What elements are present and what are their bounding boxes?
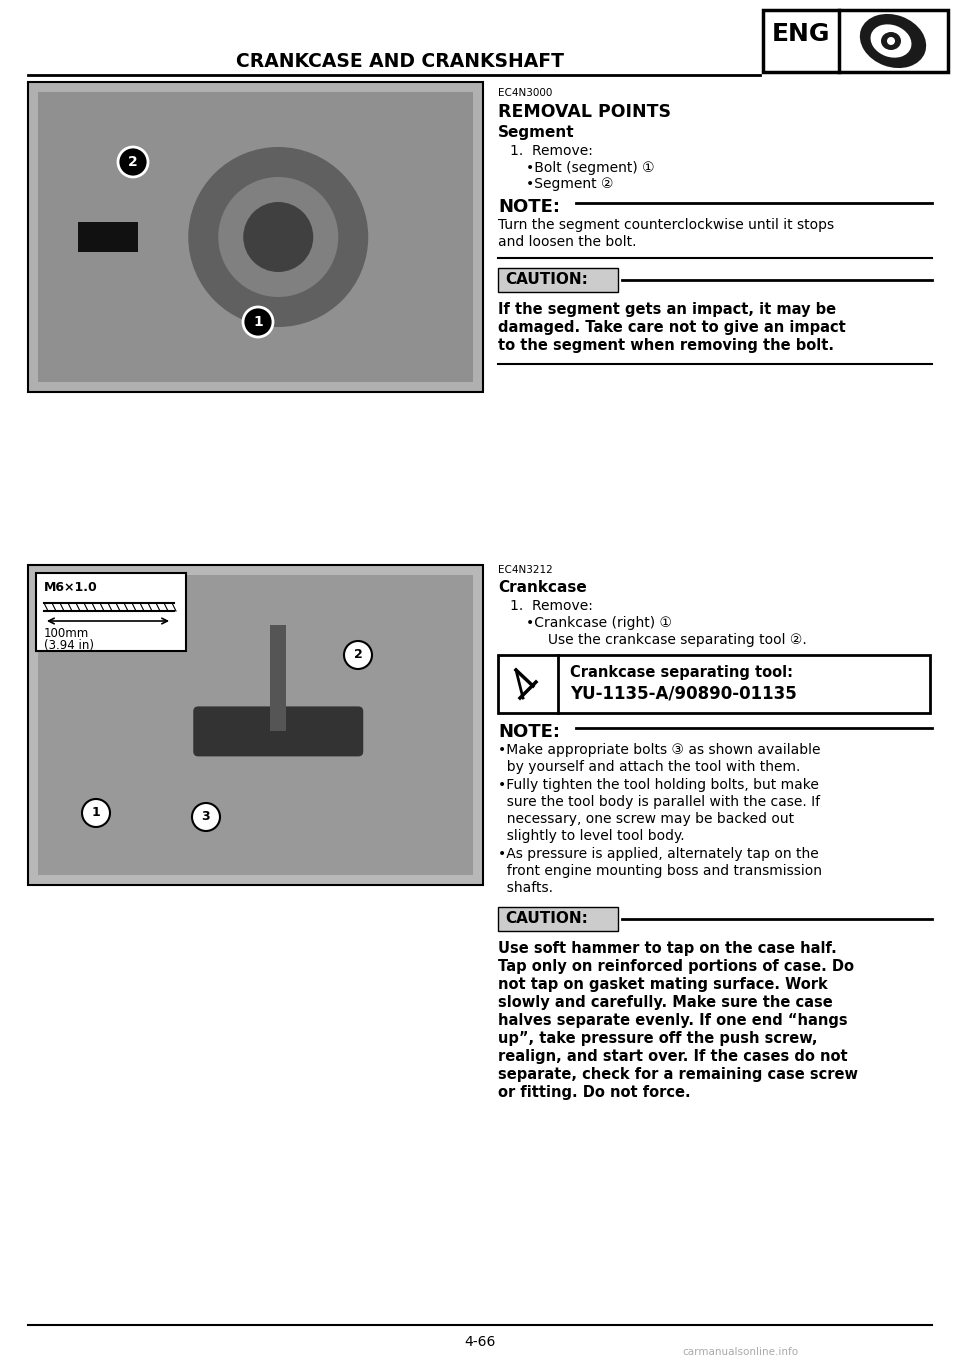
Text: damaged. Take care not to give an impact: damaged. Take care not to give an impact bbox=[498, 320, 846, 335]
Bar bbox=[36, 573, 186, 650]
Text: Segment: Segment bbox=[498, 125, 575, 140]
Text: •Bolt (segment) ①: •Bolt (segment) ① bbox=[526, 162, 655, 175]
Text: slightly to level tool body.: slightly to level tool body. bbox=[498, 828, 684, 843]
Bar bbox=[28, 81, 483, 392]
Text: 1.  Remove:: 1. Remove: bbox=[510, 144, 593, 158]
Bar bbox=[28, 565, 483, 885]
Text: 2: 2 bbox=[353, 649, 362, 661]
Text: EC4N3000: EC4N3000 bbox=[498, 88, 552, 98]
Text: Turn the segment counterclockwise until it stops: Turn the segment counterclockwise until … bbox=[498, 219, 834, 232]
Text: 2: 2 bbox=[128, 155, 138, 168]
Bar bbox=[271, 625, 286, 732]
Ellipse shape bbox=[218, 177, 338, 297]
Ellipse shape bbox=[188, 147, 369, 327]
Text: Tap only on reinforced portions of case. Do: Tap only on reinforced portions of case.… bbox=[498, 959, 854, 974]
Text: halves separate evenly. If one end “hangs: halves separate evenly. If one end “hang… bbox=[498, 1013, 848, 1028]
Ellipse shape bbox=[871, 24, 911, 57]
Text: not tap on gasket mating surface. Work: not tap on gasket mating surface. Work bbox=[498, 976, 828, 991]
Circle shape bbox=[243, 307, 273, 337]
Text: NOTE:: NOTE: bbox=[498, 722, 560, 741]
Text: up”, take pressure off the push screw,: up”, take pressure off the push screw, bbox=[498, 1031, 818, 1046]
Bar bbox=[498, 655, 930, 713]
Ellipse shape bbox=[887, 37, 895, 45]
Text: Crankcase: Crankcase bbox=[498, 580, 587, 595]
Text: 100mm: 100mm bbox=[44, 627, 89, 640]
Bar bbox=[78, 221, 138, 251]
Bar bbox=[38, 92, 473, 382]
Text: ENG: ENG bbox=[772, 22, 830, 46]
Text: CAUTION:: CAUTION: bbox=[505, 911, 588, 926]
Ellipse shape bbox=[243, 202, 313, 272]
Text: sure the tool body is parallel with the case. If: sure the tool body is parallel with the … bbox=[498, 794, 820, 809]
Text: shafts.: shafts. bbox=[498, 881, 553, 895]
Text: •Segment ②: •Segment ② bbox=[526, 177, 613, 191]
Bar bbox=[763, 10, 948, 72]
Text: REMOVAL POINTS: REMOVAL POINTS bbox=[498, 103, 671, 121]
Text: 4-66: 4-66 bbox=[465, 1335, 495, 1348]
Circle shape bbox=[82, 799, 110, 827]
Text: CAUTION:: CAUTION: bbox=[505, 272, 588, 287]
Text: by yourself and attach the tool with them.: by yourself and attach the tool with the… bbox=[498, 760, 801, 774]
Text: NOTE:: NOTE: bbox=[498, 198, 560, 216]
Text: 1.  Remove:: 1. Remove: bbox=[510, 599, 593, 612]
FancyBboxPatch shape bbox=[193, 706, 363, 756]
Text: YU-1135-A/90890-01135: YU-1135-A/90890-01135 bbox=[570, 684, 797, 703]
Text: CRANKCASE AND CRANKSHAFT: CRANKCASE AND CRANKSHAFT bbox=[236, 52, 564, 71]
Text: 1: 1 bbox=[91, 807, 101, 819]
Text: 1: 1 bbox=[253, 315, 263, 329]
Text: slowly and carefully. Make sure the case: slowly and carefully. Make sure the case bbox=[498, 995, 832, 1010]
Text: •As pressure is applied, alternately tap on the: •As pressure is applied, alternately tap… bbox=[498, 847, 819, 861]
Ellipse shape bbox=[860, 14, 926, 68]
Bar bbox=[498, 268, 618, 292]
Bar bbox=[38, 574, 473, 875]
Text: (3.94 in): (3.94 in) bbox=[44, 640, 94, 652]
Circle shape bbox=[344, 641, 372, 669]
Text: 3: 3 bbox=[202, 811, 210, 823]
Text: realign, and start over. If the cases do not: realign, and start over. If the cases do… bbox=[498, 1048, 848, 1065]
Text: separate, check for a remaining case screw: separate, check for a remaining case scr… bbox=[498, 1067, 858, 1082]
Text: or fitting. Do not force.: or fitting. Do not force. bbox=[498, 1085, 690, 1100]
Circle shape bbox=[192, 803, 220, 831]
Circle shape bbox=[118, 147, 148, 177]
Ellipse shape bbox=[881, 33, 901, 50]
Text: Crankcase separating tool:: Crankcase separating tool: bbox=[570, 665, 793, 680]
Text: If the segment gets an impact, it may be: If the segment gets an impact, it may be bbox=[498, 301, 836, 316]
Text: •Make appropriate bolts ③ as shown available: •Make appropriate bolts ③ as shown avail… bbox=[498, 743, 821, 756]
Text: EC4N3212: EC4N3212 bbox=[498, 565, 553, 574]
Text: carmanualsonline.info: carmanualsonline.info bbox=[682, 1347, 798, 1357]
Text: to the segment when removing the bolt.: to the segment when removing the bolt. bbox=[498, 338, 834, 353]
Text: front engine mounting boss and transmission: front engine mounting boss and transmiss… bbox=[498, 864, 822, 879]
Text: and loosen the bolt.: and loosen the bolt. bbox=[498, 235, 636, 249]
Text: M6×1.0: M6×1.0 bbox=[44, 581, 98, 593]
Text: •Crankcase (right) ①: •Crankcase (right) ① bbox=[526, 617, 672, 630]
Bar bbox=[498, 907, 618, 932]
Text: necessary, one screw may be backed out: necessary, one screw may be backed out bbox=[498, 812, 794, 826]
Text: Use the crankcase separating tool ②.: Use the crankcase separating tool ②. bbox=[526, 633, 806, 646]
Text: •Fully tighten the tool holding bolts, but make: •Fully tighten the tool holding bolts, b… bbox=[498, 778, 819, 792]
Text: Use soft hammer to tap on the case half.: Use soft hammer to tap on the case half. bbox=[498, 941, 837, 956]
